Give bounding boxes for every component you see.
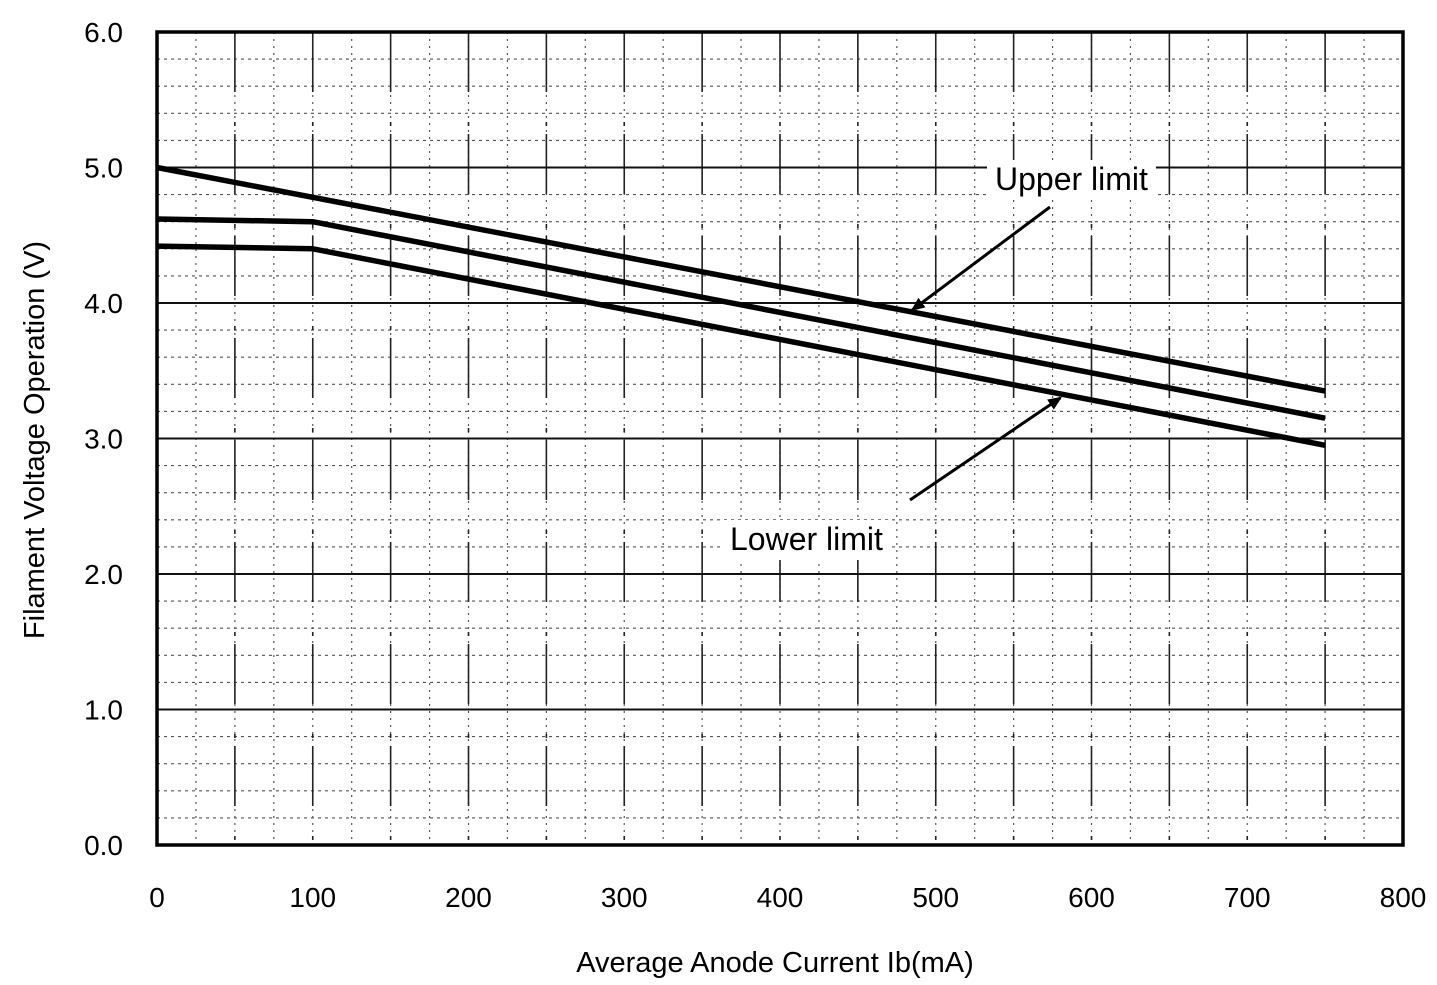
y-tick-label: 0.0 (84, 830, 123, 861)
series-group (156, 164, 1326, 448)
series-line-1 (156, 164, 1326, 394)
grid (156, 31, 1404, 846)
annotation-arrow (909, 396, 1063, 502)
series-line-3 (156, 243, 1326, 448)
x-tick-label: 800 (1380, 882, 1427, 913)
annotation-background (722, 520, 891, 560)
plot-border (155, 30, 1405, 847)
x-tick-label: 300 (601, 882, 648, 913)
annotations: Upper limit Lower limit (722, 160, 1156, 560)
y-tick-label: 1.0 (84, 695, 123, 726)
y-tick-label: 4.0 (84, 288, 123, 319)
annotation-background (987, 160, 1156, 200)
x-tick-label: 700 (1224, 882, 1271, 913)
y-tick-label: 3.0 (84, 424, 123, 455)
x-tick-label: 600 (1068, 882, 1115, 913)
annotation-label: Lower limit (730, 521, 883, 557)
annotation-arrow (910, 205, 1051, 311)
x-tick-label: 100 (289, 882, 336, 913)
plot-frame (155, 30, 1405, 847)
x-tick-label: 200 (445, 882, 492, 913)
series-line-2 (156, 216, 1326, 421)
x-tick-label: 0 (149, 882, 165, 913)
y-axis-title: Filament Voltage Operation (V) (19, 241, 51, 639)
y-tick-label: 6.0 (84, 17, 123, 48)
x-tick-label: 400 (757, 882, 804, 913)
x-tick-label: 500 (912, 882, 959, 913)
annotation-label: Upper limit (995, 161, 1148, 197)
y-tick-label: 5.0 (84, 153, 123, 184)
y-tick-label: 2.0 (84, 559, 123, 590)
x-axis-title: Average Anode Current Ib(mA) (576, 947, 974, 979)
tick-labels: 0 100 200 300 400 500 600 700 800 0.0 1.0 2.0 3.0 4.0… (84, 17, 1426, 913)
